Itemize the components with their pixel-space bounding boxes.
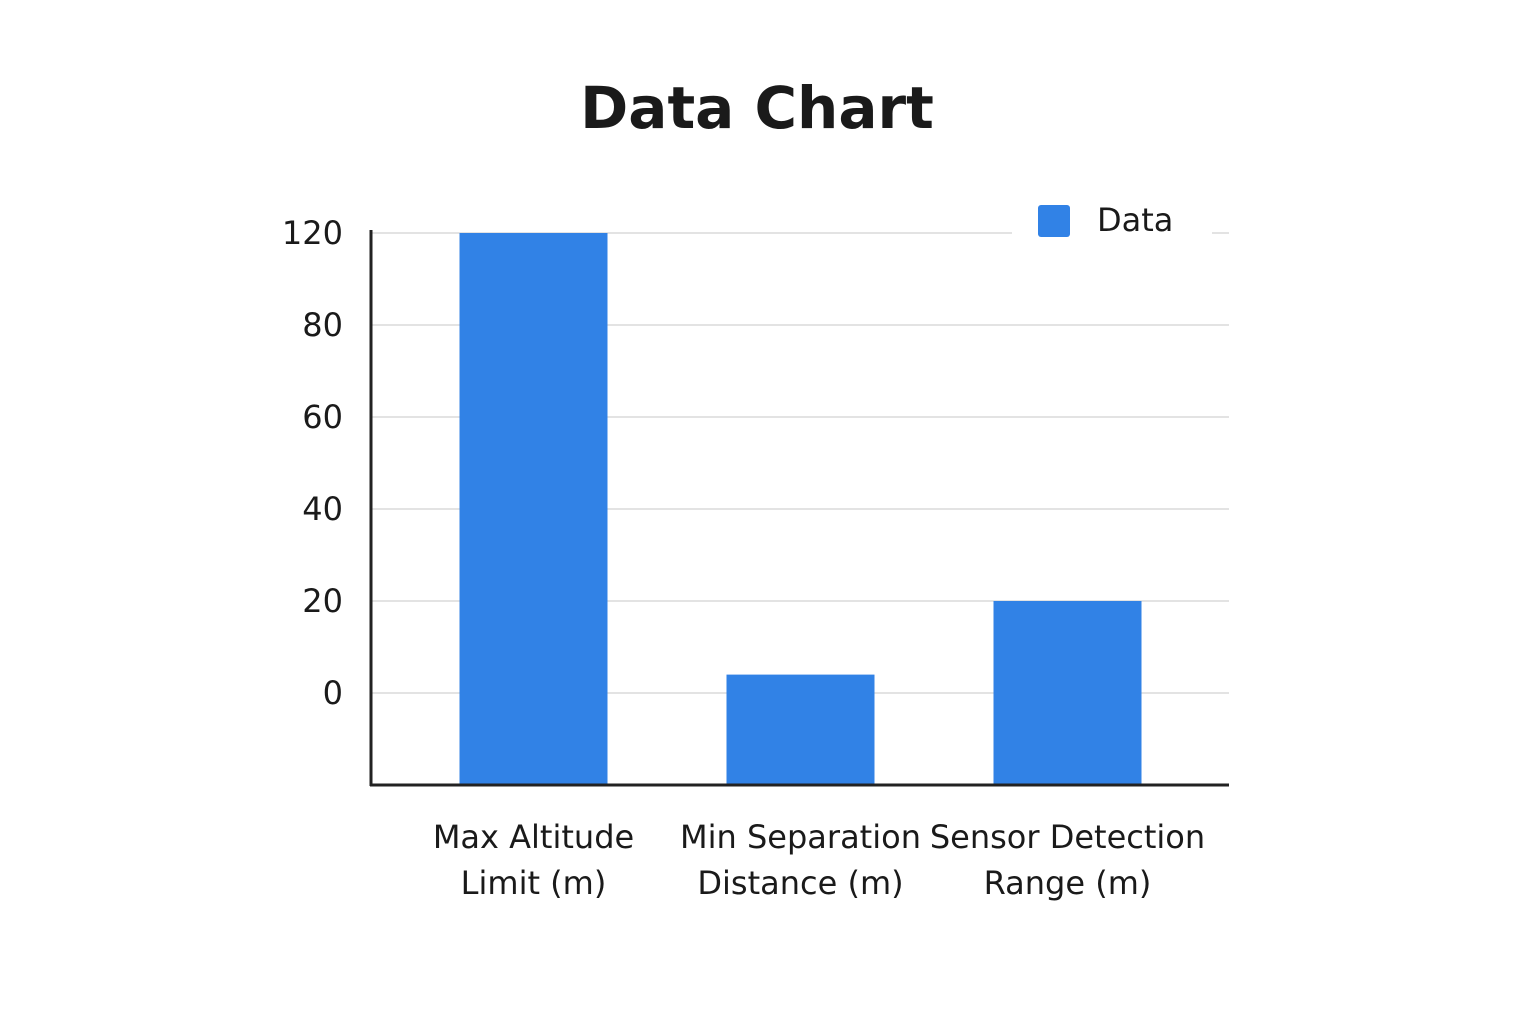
y-tick-label: 80	[302, 306, 343, 344]
y-tick-label: 40	[302, 490, 343, 528]
x-tick-label: Min Separation Distance (m)	[680, 818, 921, 902]
y-tick-label: 120	[282, 214, 343, 252]
bar	[993, 601, 1142, 785]
y-tick-label: 0	[323, 674, 343, 712]
y-tick-label: 20	[302, 582, 343, 620]
bar	[726, 674, 875, 785]
chart-title: Data Chart	[580, 74, 934, 142]
y-tick-label: 60	[302, 398, 343, 436]
x-tick-label: Sensor Detection Range (m)	[929, 818, 1206, 902]
bar	[459, 233, 608, 785]
x-tick-label: Max Altitude Limit (m)	[432, 818, 635, 902]
legend-swatch	[1038, 205, 1070, 237]
legend-label: Data	[1097, 201, 1173, 239]
